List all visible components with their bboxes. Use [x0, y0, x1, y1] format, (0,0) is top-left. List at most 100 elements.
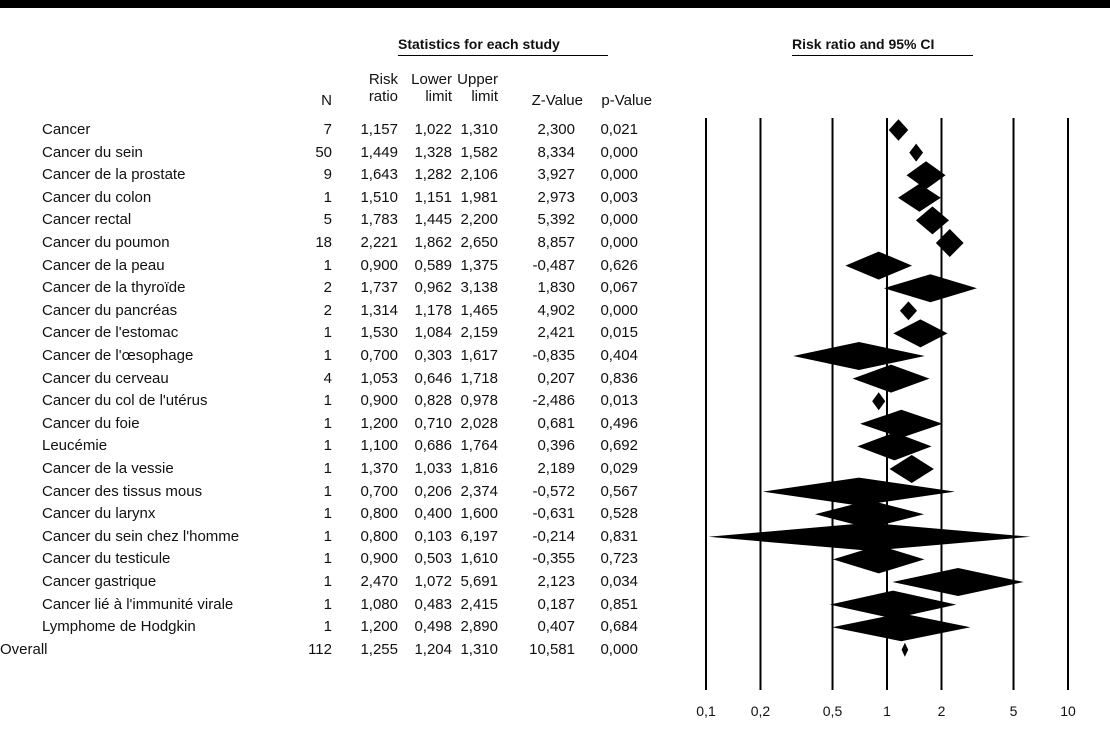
cell-n: 1: [323, 256, 332, 274]
cell-upper-limit: 2,106: [460, 166, 498, 184]
cell-upper-limit: 1,582: [460, 143, 498, 161]
cell-p-value: 0,000: [600, 640, 638, 658]
cell-lower-limit: 0,589: [414, 256, 452, 274]
x-tick-label: 10: [1060, 703, 1076, 719]
cell-n: 4: [323, 369, 332, 387]
cell-p-value: 0,000: [600, 166, 638, 184]
cell-risk-ratio: 1,643: [360, 166, 398, 184]
cell-upper-limit: 6,197: [460, 527, 498, 545]
row-label: Cancer du testicule: [42, 550, 171, 568]
cell-p-value: 0,723: [600, 550, 638, 568]
cell-p-value: 0,567: [600, 482, 638, 500]
row-label: Cancer: [42, 121, 91, 138]
cell-n: 1: [323, 550, 332, 568]
cell-z-value: 2,123: [537, 573, 575, 590]
cell-z-value: 1,830: [537, 279, 575, 297]
x-tick-label: 0,1: [696, 703, 716, 719]
cell-p-value: 0,000: [600, 301, 638, 319]
cell-n: 1: [323, 324, 332, 342]
study-diamond: [832, 545, 925, 574]
cell-upper-limit: 1,617: [460, 347, 498, 364]
cell-risk-ratio: 0,800: [360, 527, 398, 545]
stats-header-underline: [398, 55, 608, 56]
cell-p-value: 0,851: [600, 595, 638, 613]
row-label: Cancer du col de l'utérus: [42, 392, 208, 410]
cell-lower-limit: 1,033: [414, 460, 452, 477]
x-tick-label: 5: [1010, 703, 1018, 719]
study-diamond: [888, 119, 909, 141]
cell-lower-limit: 1,072: [414, 573, 452, 590]
cell-upper-limit: 2,415: [460, 595, 498, 613]
cell-risk-ratio: 2,221: [360, 234, 398, 251]
cell-z-value: 5,392: [537, 211, 575, 229]
study-diamond: [857, 432, 932, 461]
cell-p-value: 0,496: [600, 414, 638, 432]
cell-p-value: 0,029: [600, 460, 638, 477]
cell-risk-ratio: 1,370: [360, 460, 398, 477]
cell-p-value: 0,404: [600, 347, 638, 364]
cell-upper-limit: 1,981: [460, 188, 498, 206]
cell-upper-limit: 3,138: [460, 279, 498, 297]
cell-upper-limit: 1,600: [460, 505, 498, 523]
cell-upper-limit: 1,465: [460, 301, 498, 319]
cell-risk-ratio: 0,800: [360, 505, 398, 523]
cell-z-value: 0,207: [537, 369, 575, 387]
study-diamond: [893, 319, 948, 348]
cell-lower-limit: 1,204: [414, 640, 452, 658]
row-label: Cancer du pancréas: [42, 301, 178, 319]
study-diamond: [860, 409, 943, 438]
cell-z-value: -0,487: [532, 256, 575, 274]
cell-upper-limit: 2,200: [460, 211, 498, 229]
cell-upper-limit: 2,159: [460, 324, 498, 342]
col-rr-header: Risk ratio: [368, 71, 398, 105]
cell-z-value: 2,300: [537, 121, 575, 138]
x-tick-label: 1: [883, 703, 891, 719]
study-diamond: [852, 364, 930, 393]
row-label: Cancer du foie: [42, 414, 140, 432]
row-label: Cancer du poumon: [42, 234, 170, 251]
row-label: Cancer du sein: [42, 143, 143, 161]
cell-lower-limit: 0,483: [414, 595, 452, 613]
cell-z-value: -0,835: [532, 347, 575, 364]
cell-upper-limit: 2,650: [460, 234, 498, 251]
cell-n: 5: [323, 211, 332, 229]
study-diamond: [889, 455, 934, 483]
study-diamond: [898, 183, 941, 212]
cell-n: 2: [323, 279, 332, 297]
row-label: Cancer du colon: [42, 188, 152, 206]
cell-p-value: 0,021: [600, 121, 638, 138]
row-label: Cancer de la thyroïde: [42, 279, 186, 297]
cell-z-value: -0,572: [532, 482, 575, 500]
plot-header: Risk ratio and 95% CI: [792, 36, 935, 52]
top-border: [0, 0, 1110, 8]
row-label: Cancer de l'œsophage: [42, 347, 194, 364]
cell-n: 1: [323, 437, 332, 455]
cell-z-value: 10,581: [529, 640, 575, 658]
cell-p-value: 0,000: [600, 143, 638, 161]
row-label: Cancer lié à l'immunité virale: [42, 595, 234, 613]
study-diamond: [872, 392, 886, 411]
cell-risk-ratio: 1,737: [360, 279, 398, 297]
cell-n: 2: [323, 301, 332, 319]
row-label: Cancer de la prostate: [42, 166, 186, 184]
col-lower-header: Lower limit: [411, 71, 452, 105]
study-diamond: [829, 590, 957, 619]
cell-lower-limit: 0,400: [414, 505, 452, 523]
study-diamond: [832, 613, 971, 642]
cell-n: 1: [323, 482, 332, 500]
cell-n: 1: [323, 527, 332, 545]
cell-lower-limit: 0,962: [414, 279, 452, 297]
cell-z-value: 0,396: [537, 437, 575, 455]
cell-risk-ratio: 2,470: [360, 573, 398, 590]
cell-upper-limit: 0,978: [460, 392, 498, 410]
forest-plot: 0,1 0,2 0,5 1 2 5 10: [696, 118, 1076, 719]
study-diamond: [935, 229, 964, 257]
cell-n: 1: [323, 573, 332, 590]
cell-risk-ratio: 1,100: [360, 437, 398, 455]
x-tick-label: 2: [938, 703, 946, 719]
cell-risk-ratio: 0,900: [360, 392, 398, 410]
cell-risk-ratio: 0,900: [360, 256, 398, 274]
row-label: Cancer de l'estomac: [42, 324, 179, 342]
cell-upper-limit: 1,610: [460, 550, 498, 568]
cell-upper-limit: 2,374: [460, 482, 498, 500]
